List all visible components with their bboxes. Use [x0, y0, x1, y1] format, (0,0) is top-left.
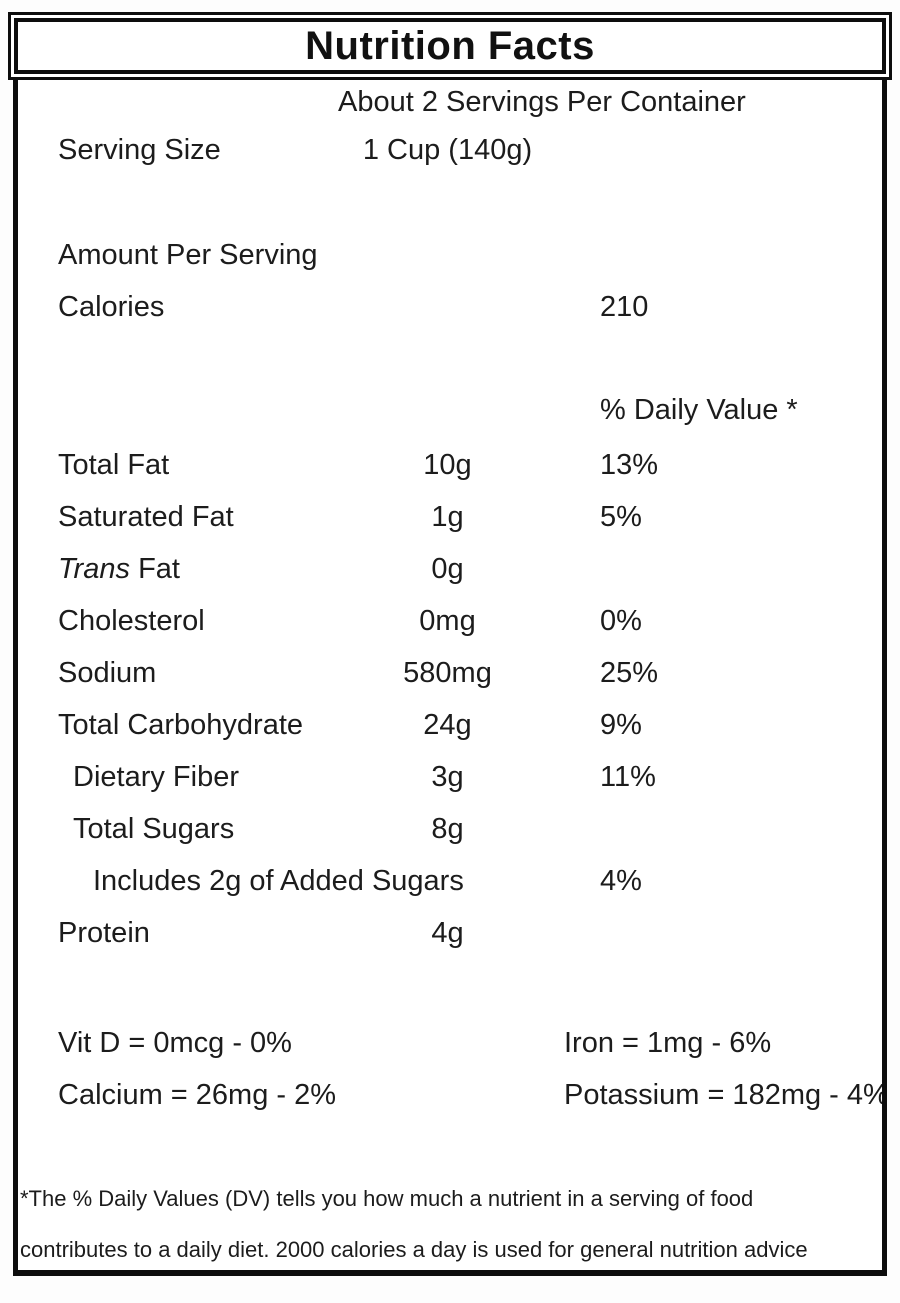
daily-value-header: % Daily Value * — [600, 394, 798, 426]
amount-per-serving-label: Amount Per Serving — [58, 239, 318, 271]
nutrition-facts-label: Nutrition Facts About 2 Servings Per Con… — [8, 12, 892, 1276]
trans-fat-word: Fat — [138, 553, 180, 585]
protein-amount: 4g — [431, 917, 464, 949]
saturated-fat-dv: 5% — [600, 501, 642, 533]
total-sugars-amount: 8g — [431, 813, 464, 845]
dietary-fiber-label: Dietary Fiber — [73, 761, 239, 793]
calcium-text: Calcium = 26mg - 2% — [58, 1079, 337, 1111]
total-sugars-dv — [565, 803, 882, 855]
nutrient-row-saturated-fat: Saturated Fat 1g 5% — [18, 491, 882, 543]
trans-fat-amount: 0g — [431, 553, 464, 585]
sodium-dv: 25% — [600, 657, 659, 689]
trans-fat-dv — [565, 543, 882, 595]
vitamin-d-text: Vit D = 0mcg - 0% — [58, 1027, 292, 1059]
serving-size-row: Serving Size 1 Cup (140g) — [18, 124, 882, 176]
empty-cell — [565, 229, 882, 281]
nutrient-row-total-sugars: Total Sugars 8g — [18, 803, 882, 855]
label-body: About 2 Servings Per Container Serving S… — [13, 80, 887, 1276]
trans-italic-word: Trans — [58, 553, 130, 585]
total-carbohydrate-dv: 9% — [600, 709, 642, 741]
title-box: Nutrition Facts — [8, 12, 892, 80]
nutrient-row-trans-fat: Trans Fat 0g — [18, 543, 882, 595]
calories-row: Calories 210 — [18, 281, 882, 333]
empty-cell — [565, 124, 882, 176]
total-fat-label: Total Fat — [58, 449, 170, 481]
total-fat-dv: 13% — [600, 449, 659, 481]
empty-cell — [330, 281, 565, 333]
empty-cell — [58, 384, 330, 436]
cholesterol-label: Cholesterol — [58, 605, 205, 637]
added-sugars-dv: 4% — [600, 865, 642, 897]
micronutrient-row-1: Vit D = 0mcg - 0% Iron = 1mg - 6% — [18, 1017, 882, 1069]
footnote-line-1: *The % Daily Values (DV) tells you how m… — [20, 1186, 754, 1211]
protein-dv — [565, 907, 882, 959]
dietary-fiber-dv: 11% — [600, 761, 656, 793]
daily-value-header-row: % Daily Value * — [18, 384, 882, 436]
dietary-fiber-amount: 3g — [431, 761, 464, 793]
trans-fat-label: Trans Fat — [58, 543, 330, 595]
micronutrient-row-2: Calcium = 26mg - 2% Potassium = 182mg - … — [18, 1069, 882, 1121]
servings-per-container-text: About 2 Servings Per Container — [338, 86, 746, 118]
cholesterol-amount: 0mg — [419, 605, 476, 637]
sodium-amount: 580mg — [403, 657, 492, 689]
nutrient-row-added-sugars: Includes 2g of Added Sugars 4% — [18, 855, 882, 907]
potassium-text: Potassium = 182mg - 4% — [564, 1079, 887, 1111]
nutrient-row-dietary-fiber: Dietary Fiber 3g 11% — [18, 751, 882, 803]
footnote-line-2: contributes to a daily diet. 2000 calori… — [20, 1237, 808, 1262]
label-title: Nutrition Facts — [14, 18, 886, 74]
nutrient-row-sodium: Sodium 580mg 25% — [18, 647, 882, 699]
added-sugars-label: Includes 2g of Added Sugars — [93, 865, 464, 897]
serving-size-label: Serving Size — [58, 134, 221, 166]
amount-per-serving-row: Amount Per Serving — [18, 229, 882, 281]
nutrient-row-total-carbohydrate: Total Carbohydrate 24g 9% — [18, 699, 882, 751]
serving-size-value: 1 Cup (140g) — [362, 134, 533, 166]
nutrient-row-protein: Protein 4g — [18, 907, 882, 959]
total-carbohydrate-amount: 24g — [423, 709, 472, 741]
nutrient-row-total-fat: Total Fat 10g 13% — [18, 439, 882, 491]
total-fat-amount: 10g — [423, 449, 472, 481]
cholesterol-dv: 0% — [600, 605, 642, 637]
nutrient-row-cholesterol: Cholesterol 0mg 0% — [18, 595, 882, 647]
sodium-label: Sodium — [58, 657, 157, 689]
empty-cell — [330, 384, 565, 436]
saturated-fat-label: Saturated Fat — [58, 501, 234, 533]
total-carbohydrate-label: Total Carbohydrate — [58, 709, 304, 741]
iron-text: Iron = 1mg - 6% — [564, 1027, 772, 1059]
calories-value: 210 — [600, 291, 649, 323]
protein-label: Protein — [58, 917, 150, 949]
saturated-fat-amount: 1g — [431, 501, 464, 533]
total-sugars-label: Total Sugars — [73, 813, 235, 845]
calories-label: Calories — [58, 291, 165, 323]
